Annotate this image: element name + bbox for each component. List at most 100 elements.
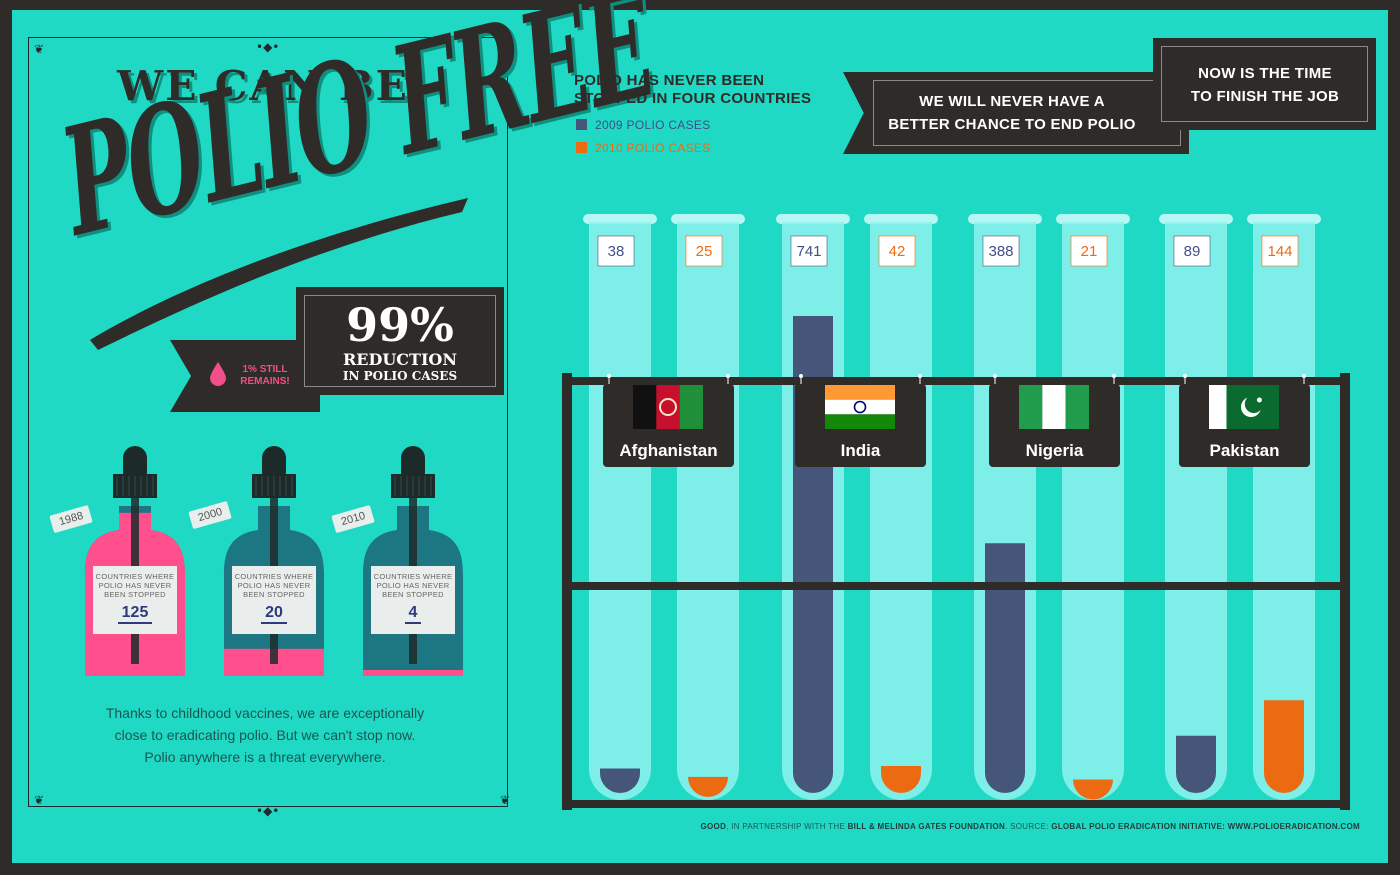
- value-label-box: [878, 235, 916, 267]
- banner-line: NOW IS THE TIME: [1198, 65, 1332, 82]
- plate-nail: [726, 374, 730, 378]
- still-remains-ribbon: [170, 340, 320, 412]
- corner-ornament-icon: ❦: [500, 42, 511, 56]
- flag-part: [1042, 385, 1066, 429]
- flag-part: [825, 399, 895, 415]
- test-tube: [1062, 222, 1124, 800]
- headline-swoosh: [90, 198, 468, 350]
- bar-nigeria-2010: [1073, 779, 1113, 800]
- banner-finish-job-text: NOW IS THE TIME TO FINISH THE JOB: [1160, 62, 1370, 108]
- bottle-count: 125: [117, 604, 153, 624]
- banner-better-chance-text: WE WILL NEVER HAVE A BETTER CHANCE TO EN…: [870, 90, 1154, 136]
- reduction-label: REDUCTION: [342, 350, 457, 369]
- flag-emblem: [659, 398, 677, 416]
- plate-nail: [993, 374, 997, 378]
- data-label: 388: [988, 243, 1013, 260]
- chart-title: POLIO HAS NEVER BEEN STOPPED IN FOUR COU…: [574, 72, 811, 108]
- bar-pakistan-2010: [1264, 700, 1304, 793]
- value-label-box: [1261, 235, 1299, 267]
- test-tube-rim: [1056, 214, 1130, 224]
- banner-line: WE WILL NEVER HAVE A: [919, 93, 1105, 110]
- category-label: India: [841, 441, 881, 460]
- bar-afghanistan-2010: [688, 776, 728, 797]
- caption: Thanks to childhood vaccines, we are exc…: [80, 702, 450, 768]
- caption-line: Polio anywhere is a threat everywhere.: [144, 749, 386, 765]
- reduction-sublabel: IN POLIO CASES: [342, 369, 458, 383]
- rack-top-rail: [566, 377, 1346, 385]
- legend-item-2010: 2010 POLIO CASES: [576, 141, 711, 155]
- rack-bottom-rail: [566, 800, 1346, 808]
- chart-title-line: POLIO HAS NEVER BEEN: [574, 72, 765, 89]
- plate-nail: [1183, 374, 1187, 378]
- value-label-box: [790, 235, 828, 267]
- legend-item-2009: 2009 POLIO CASES: [576, 118, 711, 132]
- value-label-box: [982, 235, 1020, 267]
- rack-left-post: [562, 373, 572, 810]
- bottle-1988: 1988 COUNTRIES WHERE POLIO HAS NEVER BEEN…: [49, 434, 187, 678]
- legend-swatch: [576, 119, 587, 130]
- corner-ornament-icon: ❦: [34, 42, 45, 56]
- value-label-box: [1173, 235, 1211, 267]
- test-tube-rim: [968, 214, 1042, 224]
- test-tube-rim: [671, 214, 745, 224]
- frame-ornament-icon: •◆•: [256, 40, 280, 54]
- test-tube: [589, 222, 651, 800]
- plate-nail: [918, 374, 922, 378]
- category-label: Afghanistan: [619, 441, 717, 460]
- bottle-count: 4: [404, 604, 422, 624]
- flag-part: [1065, 385, 1089, 429]
- bottle-label-text: COUNTRIES WHERE POLIO HAS NEVER BEEN STO…: [234, 572, 314, 599]
- flag-part: [1019, 385, 1043, 429]
- caption-line: Thanks to childhood vaccines, we are exc…: [105, 705, 425, 721]
- test-tube-rim: [776, 214, 850, 224]
- bar-pakistan-2009: [1176, 735, 1216, 793]
- test-tube: [870, 222, 932, 800]
- data-label: 89: [1184, 243, 1201, 260]
- footer-part: . SOURCE:: [1005, 822, 1052, 831]
- test-tube-rim: [583, 214, 657, 224]
- bottle-label-text: COUNTRIES WHERE POLIO HAS NEVER BEEN STO…: [373, 572, 453, 599]
- bottle-label: COUNTRIES WHERE POLIO HAS NEVER BEEN STO…: [232, 566, 316, 634]
- bar-india-2010: [881, 765, 921, 793]
- data-label: 741: [796, 243, 821, 260]
- headline-we-can-be: WE CAN BE: [117, 62, 409, 110]
- corner-ornament-icon: ❦: [500, 793, 511, 807]
- bottle-2000: 2000 COUNTRIES WHERE POLIO HAS NEVER BEEN…: [188, 434, 326, 678]
- still-remains-text: 1% STILL REMAINS!: [240, 364, 290, 387]
- test-tube: [677, 222, 739, 800]
- data-label: 38: [608, 243, 625, 260]
- category-label: Nigeria: [1026, 441, 1084, 460]
- rack-right-post: [1340, 373, 1350, 810]
- category-label: Pakistan: [1210, 441, 1280, 460]
- frame-ornament-icon: •◆•: [256, 804, 280, 818]
- rack-middle-rail: [566, 582, 1346, 590]
- flag-part: [1209, 385, 1227, 429]
- flag-part: [825, 385, 895, 400]
- bottle-count: 20: [261, 604, 287, 624]
- bottle-label: COUNTRIES WHERE POLIO HAS NEVER BEEN STO…: [371, 566, 455, 634]
- test-tube-rim: [864, 214, 938, 224]
- data-label: 42: [889, 243, 906, 260]
- footer-part: GLOBAL POLIO ERADICATION INITIATIVE: WWW…: [1051, 822, 1360, 831]
- banner-better-chance: [843, 72, 1189, 154]
- reduction-ribbon: 99% REDUCTION IN POLIO CASES: [296, 287, 504, 395]
- value-label-box: [1070, 235, 1108, 267]
- bar-nigeria-2009: [985, 543, 1025, 793]
- value-label-box: [597, 235, 635, 267]
- corner-ornament-icon: ❦: [34, 793, 45, 807]
- plate-nail: [607, 374, 611, 378]
- legend-label: 2009 POLIO CASES: [595, 118, 711, 132]
- legend-label: 2010 POLIO CASES: [595, 141, 711, 155]
- plate-nail: [1302, 374, 1306, 378]
- bottle-label-text: COUNTRIES WHERE POLIO HAS NEVER BEEN STO…: [95, 572, 175, 599]
- test-tube: [1165, 222, 1227, 800]
- footer-part: BILL & MELINDA GATES FOUNDATION: [847, 822, 1006, 831]
- flag-part: [633, 385, 657, 429]
- bar-afghanistan-2009: [600, 768, 640, 793]
- bottle-label: COUNTRIES WHERE POLIO HAS NEVER BEEN STO…: [93, 566, 177, 634]
- banner-line: BETTER CHANCE TO END POLIO: [888, 116, 1136, 133]
- caption-line: close to eradicating polio. But we can't…: [114, 727, 416, 743]
- value-label-box: [685, 235, 723, 267]
- flag-part: [825, 414, 895, 429]
